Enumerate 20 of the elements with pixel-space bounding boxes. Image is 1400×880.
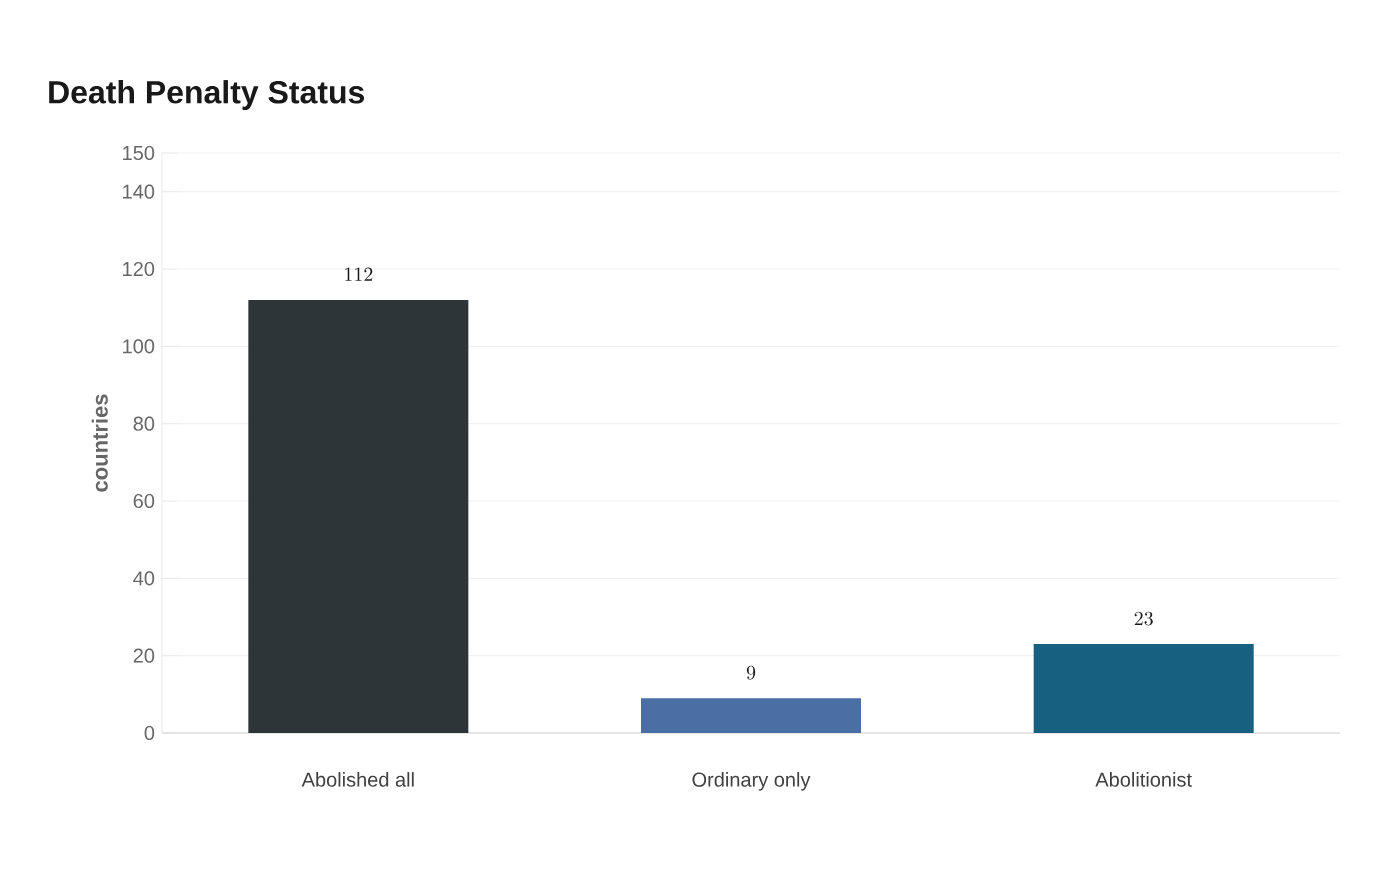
- y-tick-label: 0: [144, 725, 155, 741]
- y-tick-label: 100: [123, 339, 155, 354]
- data-label: 23: [1134, 611, 1153, 626]
- data-label: 112: [345, 267, 373, 281]
- bar: [248, 299, 469, 733]
- x-tick-label: Ordinary only: [692, 772, 811, 791]
- y-tick-label: 40: [133, 571, 155, 586]
- y-tick-label: 80: [133, 416, 155, 431]
- x-tick-label: Abolished all: [301, 772, 414, 787]
- x-tick-label: Abolitionist: [1095, 772, 1192, 787]
- y-tick-label: 120: [123, 261, 155, 277]
- y-tick-label: 140: [123, 184, 155, 199]
- y-axis-title: countries: [91, 394, 108, 492]
- chart-title: Death Penalty Status: [49, 80, 365, 110]
- data-label: 9: [746, 665, 756, 680]
- y-tick-label: 60: [133, 493, 155, 509]
- y-tick-label: 150: [123, 145, 155, 161]
- y-tick-label: 20: [133, 648, 155, 663]
- bar: [1033, 644, 1254, 733]
- bar: [641, 698, 862, 733]
